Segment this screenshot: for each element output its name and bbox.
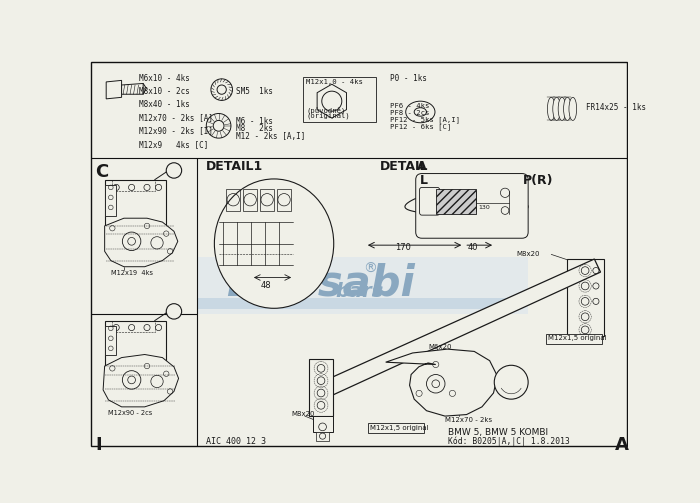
- Bar: [197, 257, 528, 314]
- Text: AIC 400 12 3: AIC 400 12 3: [206, 437, 266, 446]
- Bar: [197, 297, 521, 309]
- Text: (original): (original): [307, 113, 350, 119]
- Text: M12x1,5 original: M12x1,5 original: [370, 425, 429, 431]
- Polygon shape: [405, 190, 528, 223]
- Text: M12x1,5 original: M12x1,5 original: [548, 336, 607, 341]
- Bar: [368, 423, 424, 433]
- Ellipse shape: [406, 101, 435, 123]
- Circle shape: [494, 365, 528, 399]
- Ellipse shape: [547, 97, 555, 120]
- FancyBboxPatch shape: [419, 188, 440, 215]
- Text: M8x20: M8x20: [517, 252, 540, 258]
- Bar: [546, 333, 602, 344]
- Polygon shape: [105, 218, 178, 267]
- Text: ®: ®: [363, 262, 377, 276]
- Bar: [260, 189, 274, 211]
- Polygon shape: [122, 83, 144, 94]
- Text: I: I: [95, 436, 102, 454]
- Bar: [314, 416, 332, 432]
- Ellipse shape: [414, 108, 426, 116]
- Text: 48: 48: [261, 281, 272, 290]
- Text: M6 - 1ks: M6 - 1ks: [235, 117, 272, 126]
- Text: M12x19  4ks: M12x19 4ks: [111, 270, 153, 276]
- Text: BMW 5, BMW 5 KOMBI: BMW 5, BMW 5 KOMBI: [448, 428, 548, 437]
- Text: 40: 40: [468, 243, 478, 252]
- Text: (původně): (původně): [307, 107, 346, 114]
- Polygon shape: [106, 80, 122, 99]
- Bar: [105, 185, 116, 216]
- Text: M12x70 - 2ks [A]: M12x70 - 2ks [A]: [139, 114, 214, 123]
- Text: PF6 - 4ks: PF6 - 4ks: [389, 103, 429, 109]
- Text: PF12 - 6ks [C]: PF12 - 6ks [C]: [389, 124, 451, 130]
- Circle shape: [167, 304, 181, 319]
- Bar: [303, 77, 377, 122]
- Circle shape: [167, 163, 181, 178]
- Bar: [435, 189, 476, 214]
- Text: L: L: [420, 175, 428, 187]
- Bar: [567, 259, 603, 336]
- Text: A: A: [615, 436, 629, 454]
- Text: M8x40 - 1ks: M8x40 - 1ks: [139, 101, 190, 109]
- Text: 170: 170: [395, 243, 412, 252]
- Polygon shape: [309, 359, 332, 416]
- Ellipse shape: [214, 179, 334, 308]
- Text: M8x10 - 2cs: M8x10 - 2cs: [139, 88, 190, 96]
- Text: PF12 - 5ks [A,I]: PF12 - 5ks [A,I]: [389, 117, 459, 123]
- Text: M8x20: M8x20: [292, 411, 315, 417]
- Bar: [316, 432, 329, 441]
- Text: M8   2ks: M8 2ks: [235, 124, 272, 133]
- Bar: [105, 180, 167, 226]
- Text: SM5  1ks: SM5 1ks: [235, 87, 272, 96]
- Bar: [112, 320, 155, 332]
- Ellipse shape: [553, 97, 561, 120]
- Bar: [112, 180, 155, 191]
- Text: M6x20: M6x20: [428, 344, 452, 350]
- Text: M12x1,0 - 4ks: M12x1,0 - 4ks: [307, 79, 363, 85]
- Text: C: C: [95, 163, 108, 181]
- Bar: [105, 320, 167, 365]
- Polygon shape: [103, 355, 178, 407]
- Ellipse shape: [569, 97, 577, 120]
- Polygon shape: [386, 349, 497, 416]
- Text: Kód: B0205|A,|C| 1.8.2013: Kód: B0205|A,|C| 1.8.2013: [448, 436, 570, 446]
- Text: PF8 - 2cs: PF8 - 2cs: [389, 110, 429, 116]
- Text: M12x90 - 2ks [I]: M12x90 - 2ks [I]: [139, 127, 214, 136]
- Text: DETAIL: DETAIL: [380, 160, 429, 174]
- Ellipse shape: [564, 97, 571, 120]
- Text: BOssabi: BOssabi: [226, 262, 415, 304]
- Polygon shape: [317, 84, 346, 118]
- Text: M12x70 - 2ks: M12x70 - 2ks: [445, 417, 492, 423]
- Text: M12x9   4ks [C]: M12x9 4ks [C]: [139, 140, 209, 149]
- Ellipse shape: [558, 97, 566, 120]
- Text: M12 - 2ks [A,I]: M12 - 2ks [A,I]: [235, 132, 305, 141]
- Text: M6x10 - 4ks: M6x10 - 4ks: [139, 74, 190, 83]
- Polygon shape: [312, 259, 601, 401]
- Text: DETAIL1: DETAIL1: [206, 160, 263, 174]
- Text: 130: 130: [478, 205, 490, 210]
- Text: P(R): P(R): [523, 175, 553, 187]
- Text: M12x90 - 2cs: M12x90 - 2cs: [108, 410, 153, 416]
- Text: A: A: [416, 160, 426, 174]
- Bar: [105, 326, 116, 355]
- Bar: [277, 189, 291, 211]
- Text: bars: bars: [336, 282, 384, 301]
- Text: P0 - 1ks: P0 - 1ks: [389, 74, 426, 83]
- FancyBboxPatch shape: [416, 174, 528, 238]
- Text: FR14x25 - 1ks: FR14x25 - 1ks: [586, 103, 646, 112]
- Bar: [244, 189, 257, 211]
- Bar: [226, 189, 240, 211]
